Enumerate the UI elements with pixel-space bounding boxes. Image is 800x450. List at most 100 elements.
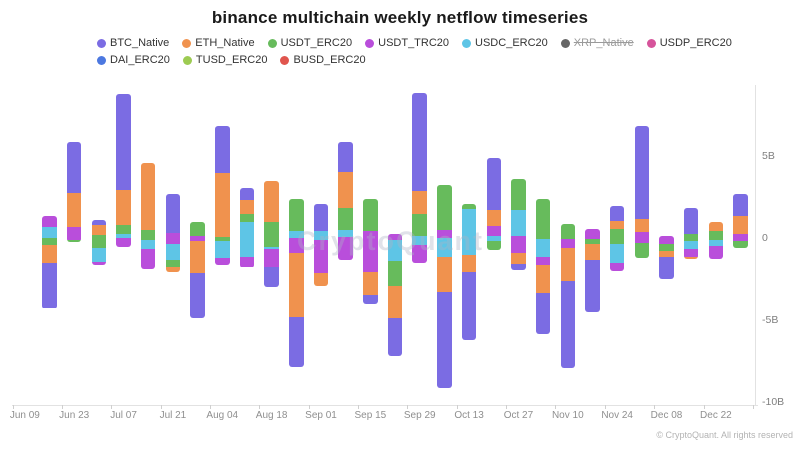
segment-usdt_erc20[interactable] xyxy=(215,237,230,242)
legend-item-eth_native[interactable]: ETH_Native xyxy=(182,37,255,49)
segment-usdt_trc20[interactable] xyxy=(239,256,255,268)
segment-usdt_erc20[interactable] xyxy=(511,178,526,211)
legend-item-usdc_erc20[interactable]: USDC_ERC20 xyxy=(462,37,548,49)
bar-nov-17[interactable] xyxy=(585,228,600,312)
segment-usdc_erc20[interactable] xyxy=(486,235,501,242)
segment-eth_native[interactable] xyxy=(535,265,551,293)
segment-btc_native[interactable] xyxy=(585,260,600,312)
segment-usdc_erc20[interactable] xyxy=(91,247,107,262)
legend-item-usdt_trc20[interactable]: USDT_TRC20 xyxy=(365,37,449,49)
segment-btc_native[interactable] xyxy=(387,318,403,357)
segment-usdt_trc20[interactable] xyxy=(91,261,107,265)
segment-usdc_erc20[interactable] xyxy=(289,230,304,238)
segment-btc_native[interactable] xyxy=(289,317,304,367)
segment-usdt_erc20[interactable] xyxy=(585,238,600,244)
segment-usdt_trc20[interactable] xyxy=(535,256,551,266)
segment-btc_native[interactable] xyxy=(66,142,82,193)
bar-sep-22[interactable] xyxy=(387,233,403,357)
segment-btc_native[interactable] xyxy=(560,280,576,368)
segment-usdt_trc20[interactable] xyxy=(313,240,329,274)
segment-usdt_erc20[interactable] xyxy=(659,243,674,252)
segment-usdt_trc20[interactable] xyxy=(289,237,304,253)
segment-eth_native[interactable] xyxy=(412,191,427,215)
segment-btc_native[interactable] xyxy=(42,262,57,309)
segment-usdt_erc20[interactable] xyxy=(733,241,748,248)
bar-nov-03[interactable] xyxy=(535,198,551,334)
segment-usdc_erc20[interactable] xyxy=(264,247,279,250)
segment-usdc_erc20[interactable] xyxy=(511,210,526,237)
segment-usdt_trc20[interactable] xyxy=(264,249,279,268)
segment-btc_native[interactable] xyxy=(190,273,205,319)
segment-usdt_trc20[interactable] xyxy=(659,236,674,244)
bar-jun-23[interactable] xyxy=(66,142,82,243)
segment-usdt_trc20[interactable] xyxy=(338,237,353,261)
segment-usdt_trc20[interactable] xyxy=(683,248,699,257)
bar-dec-08[interactable] xyxy=(659,236,674,279)
segment-usdt_erc20[interactable] xyxy=(461,204,477,210)
bar-jun-16[interactable] xyxy=(42,215,57,309)
segment-usdt_trc20[interactable] xyxy=(708,246,724,260)
segment-eth_native[interactable] xyxy=(42,245,57,263)
bar-aug-18[interactable] xyxy=(264,181,279,288)
segment-usdt_erc20[interactable] xyxy=(683,233,699,242)
segment-eth_native[interactable] xyxy=(140,162,156,230)
segment-btc_native[interactable] xyxy=(338,142,353,173)
legend-item-tusd_erc20[interactable]: TUSD_ERC20 xyxy=(182,54,267,66)
segment-btc_native[interactable] xyxy=(535,292,551,334)
bar-aug-25[interactable] xyxy=(289,198,304,367)
segment-eth_native[interactable] xyxy=(733,215,748,234)
segment-eth_native[interactable] xyxy=(683,256,699,260)
bar-sep-01[interactable] xyxy=(313,204,329,286)
segment-usdc_erc20[interactable] xyxy=(387,240,403,261)
bar-jul-14[interactable] xyxy=(140,162,156,270)
segment-usdt_erc20[interactable] xyxy=(338,207,353,230)
segment-eth_native[interactable] xyxy=(239,200,255,215)
segment-usdt_erc20[interactable] xyxy=(264,222,279,247)
segment-eth_native[interactable] xyxy=(560,247,576,281)
bar-jul-28[interactable] xyxy=(190,222,205,319)
segment-btc_native[interactable] xyxy=(733,193,748,216)
segment-usdt_trc20[interactable] xyxy=(412,244,427,264)
segment-usdc_erc20[interactable] xyxy=(140,239,156,249)
segment-usdt_erc20[interactable] xyxy=(535,198,551,239)
segment-usdc_erc20[interactable] xyxy=(215,241,230,259)
bar-jul-21[interactable] xyxy=(165,193,181,273)
segment-btc_native[interactable] xyxy=(634,125,650,220)
segment-eth_native[interactable] xyxy=(338,172,353,208)
segment-btc_native[interactable] xyxy=(461,271,477,340)
segment-usdt_trc20[interactable] xyxy=(609,263,625,271)
segment-eth_native[interactable] xyxy=(437,256,452,293)
segment-usdt_trc20[interactable] xyxy=(190,236,205,242)
segment-usdc_erc20[interactable] xyxy=(116,233,131,238)
segment-eth_native[interactable] xyxy=(634,219,650,233)
segment-usdt_trc20[interactable] xyxy=(215,258,230,266)
segment-eth_native[interactable] xyxy=(66,192,82,228)
segment-usdt_erc20[interactable] xyxy=(91,234,107,248)
segment-usdt_erc20[interactable] xyxy=(634,242,650,259)
segment-usdc_erc20[interactable] xyxy=(461,209,477,256)
segment-usdt_erc20[interactable] xyxy=(165,260,181,267)
bar-oct-06[interactable] xyxy=(437,184,452,389)
segment-eth_native[interactable] xyxy=(659,251,674,257)
segment-usdt_erc20[interactable] xyxy=(560,224,576,239)
segment-btc_native[interactable] xyxy=(511,264,526,270)
segment-btc_native[interactable] xyxy=(91,219,107,225)
segment-usdc_erc20[interactable] xyxy=(708,239,724,247)
bar-dec-01[interactable] xyxy=(634,125,650,259)
segment-eth_native[interactable] xyxy=(165,266,181,273)
bar-sep-29[interactable] xyxy=(412,92,427,264)
segment-usdt_trc20[interactable] xyxy=(634,232,650,243)
segment-usdt_trc20[interactable] xyxy=(437,229,452,238)
segment-usdt_trc20[interactable] xyxy=(363,230,378,273)
segment-btc_native[interactable] xyxy=(683,208,699,234)
segment-usdt_erc20[interactable] xyxy=(66,239,82,243)
segment-usdt_erc20[interactable] xyxy=(363,198,378,231)
segment-btc_native[interactable] xyxy=(363,295,378,304)
segment-usdt_erc20[interactable] xyxy=(190,222,205,237)
segment-btc_native[interactable] xyxy=(165,193,181,234)
legend-item-busd_erc20[interactable]: BUSD_ERC20 xyxy=(280,54,366,66)
segment-usdt_trc20[interactable] xyxy=(486,226,501,236)
legend-item-btc_native[interactable]: BTC_Native xyxy=(97,37,169,49)
segment-usdc_erc20[interactable] xyxy=(313,230,329,241)
bar-nov-10[interactable] xyxy=(560,224,576,368)
